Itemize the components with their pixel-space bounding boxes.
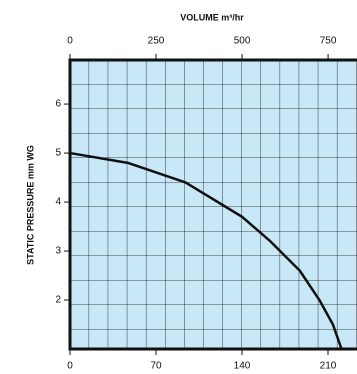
curve [69, 151, 343, 350]
x-tick-label: 140 [234, 361, 251, 372]
y-tick-label: 5 [55, 148, 61, 159]
x2-tick-label: 500 [234, 36, 251, 47]
y-tick-label: 3 [55, 246, 61, 257]
y-label: STATIC PRESSURE mm WG [25, 145, 35, 265]
x-top-label: VOLUME m³/hr [180, 12, 244, 22]
x-tick-label: 70 [150, 361, 162, 372]
x2-tick-label: 250 [148, 36, 165, 47]
y-tick-label: 4 [55, 197, 61, 208]
x-tick-label: 210 [320, 361, 337, 372]
plot-border [68, 58, 357, 351]
grid [70, 60, 357, 349]
x2-tick-label: 750 [320, 36, 337, 47]
y-tick-label: 2 [55, 295, 61, 306]
x2-tick-label: 0 [67, 36, 73, 47]
x-tick-label: 0 [67, 361, 73, 372]
y-tick-label: 6 [55, 99, 61, 110]
